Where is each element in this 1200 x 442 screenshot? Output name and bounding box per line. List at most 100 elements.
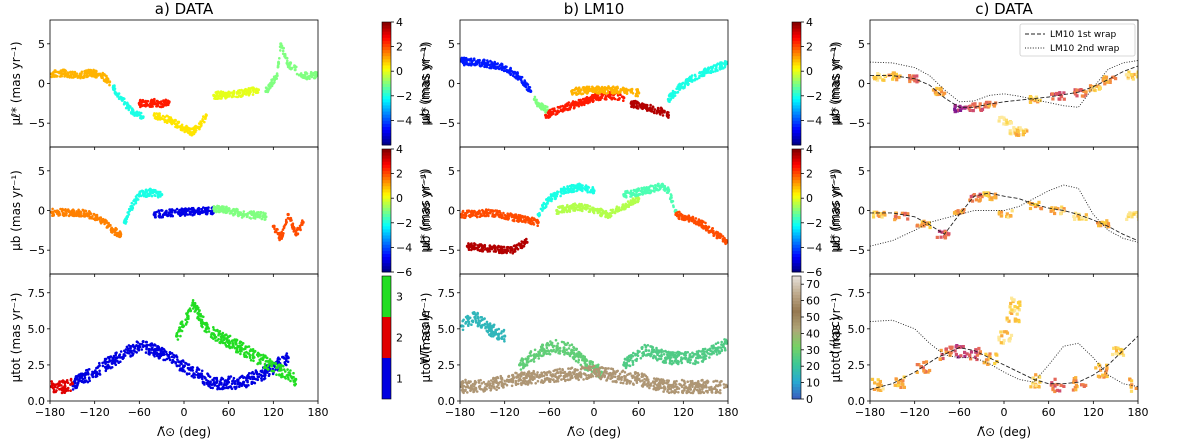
data-point [467,248,471,251]
data-point [290,223,294,227]
data-point [187,126,190,130]
data-point [587,86,590,89]
data-point [619,208,623,212]
colorbar-segment [382,228,391,233]
data-point [257,355,260,358]
data-point [189,131,193,135]
data-point [239,352,242,356]
colorbar-segment [382,52,391,57]
colorbar-tick-label: 0 [396,65,403,78]
data-point [553,107,556,110]
plot-area [460,182,728,255]
data-point [212,326,215,329]
data-point [221,331,225,335]
data-point [534,100,538,104]
data-point [503,248,507,252]
data-point [66,386,70,390]
data-point [72,384,76,388]
data-point [145,347,148,351]
data-point [126,211,129,214]
data-point [216,91,220,94]
data-point [678,85,682,90]
data-point [197,206,201,210]
data-point [557,205,560,209]
y-tick-label: 0 [38,205,45,218]
colorbar-segment [382,46,391,51]
data-point [624,190,627,193]
data-point [566,203,569,207]
data-point [290,66,294,70]
data-point [532,97,537,101]
data-point [137,344,141,348]
colorbar-segment [792,135,801,140]
data-point [480,213,483,217]
data-point [278,57,281,60]
data-point [607,93,611,97]
data-point [80,380,84,384]
data-point [460,59,464,63]
data-point [85,72,89,75]
data-point [573,209,577,212]
data-point [217,331,221,335]
data-point [163,115,167,119]
data-point [480,64,484,67]
data-point [616,85,619,89]
data-point [266,360,270,363]
data-point [663,184,667,188]
data-point [119,232,123,236]
data-point [255,370,259,374]
data-point [532,218,535,221]
data-point [494,213,497,217]
colorbar-segment [382,225,391,230]
data-point [505,216,508,220]
data-point [644,189,648,193]
series-dark-blue-band [152,205,216,219]
data-point [185,313,189,317]
data-point [212,207,216,211]
data-point [597,90,601,94]
data-point [577,92,581,95]
data-point [252,356,255,360]
data-point [242,380,246,384]
data-point [226,382,229,386]
data-point [94,73,97,76]
data-point [148,190,153,194]
series-leading [50,207,123,239]
data-point [280,372,284,376]
data-point [79,76,82,80]
colorbar-segment [792,43,801,48]
colorbar-segment [382,195,391,199]
data-point [187,363,191,366]
data-point [203,120,206,124]
data-point [565,102,569,106]
data-point [254,215,258,219]
data-point [227,375,230,379]
data-point [509,251,512,254]
data-point [714,67,717,71]
data-point [503,66,507,70]
data-point [87,372,90,376]
data-point [171,358,175,362]
data-point [266,368,270,371]
data-point [586,188,589,192]
data-point [57,214,60,217]
data-point [279,236,283,240]
data-point [271,82,274,86]
data-point [170,361,174,364]
y-tick-label: 5.0 [28,323,46,336]
data-point [488,250,492,253]
data-point [219,90,223,93]
data-point [239,375,243,379]
data-point [198,373,201,377]
data-point [244,87,247,91]
data-point [480,61,484,65]
data-point [242,212,246,217]
data-point [168,351,172,354]
series-rise [536,182,596,218]
data-point [131,354,134,357]
data-point [229,211,233,215]
data-point [479,249,482,252]
data-point [711,70,714,73]
data-point [233,381,236,385]
data-point [58,212,61,215]
